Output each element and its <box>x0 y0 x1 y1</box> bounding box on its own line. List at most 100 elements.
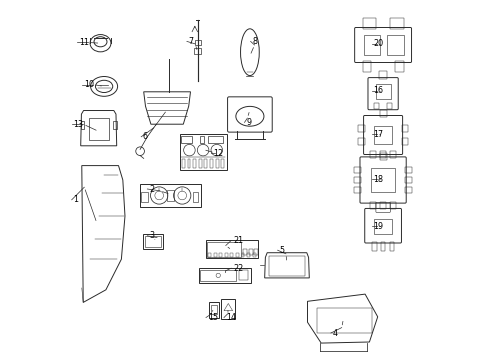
Bar <box>243 249 246 255</box>
Bar <box>181 136 192 143</box>
Bar <box>357 139 364 145</box>
Bar <box>200 270 236 281</box>
Bar <box>380 242 385 251</box>
Bar <box>389 150 395 158</box>
Bar <box>140 184 201 207</box>
Bar <box>268 256 305 276</box>
Text: 15: 15 <box>207 313 218 322</box>
Bar <box>379 150 386 158</box>
Bar <box>199 268 250 283</box>
Text: 18: 18 <box>373 175 383 184</box>
Bar <box>167 190 174 201</box>
Bar <box>210 305 217 314</box>
Bar <box>373 126 391 144</box>
Text: 4: 4 <box>332 328 337 338</box>
Bar <box>199 159 201 168</box>
Bar <box>207 242 241 257</box>
Bar <box>357 125 364 131</box>
Text: 8: 8 <box>252 37 257 46</box>
Bar <box>213 253 216 257</box>
Bar <box>389 18 403 28</box>
Bar <box>241 253 244 257</box>
Bar <box>182 159 184 168</box>
Bar <box>193 192 198 202</box>
Text: 12: 12 <box>212 149 223 158</box>
Text: 6: 6 <box>142 132 148 141</box>
Text: 5: 5 <box>279 246 284 255</box>
Bar <box>401 139 407 145</box>
Bar <box>316 308 371 333</box>
Text: 9: 9 <box>246 118 251 127</box>
Bar <box>369 202 376 210</box>
Text: 19: 19 <box>373 222 383 231</box>
Text: 3: 3 <box>149 231 154 240</box>
Bar <box>224 253 227 257</box>
Bar <box>210 159 213 168</box>
Bar <box>208 302 219 318</box>
Bar <box>208 136 223 143</box>
Text: 2: 2 <box>149 184 154 194</box>
Text: 14: 14 <box>225 313 235 322</box>
Bar <box>179 134 226 170</box>
Text: 22: 22 <box>232 264 243 273</box>
Bar <box>142 234 163 249</box>
Bar <box>379 153 386 160</box>
Bar <box>194 40 200 45</box>
Bar <box>370 168 394 192</box>
Bar <box>141 192 147 202</box>
Bar <box>88 118 108 140</box>
Bar <box>221 159 224 168</box>
Bar <box>187 159 190 168</box>
Bar <box>249 249 252 255</box>
Bar <box>194 48 201 54</box>
Text: 17: 17 <box>373 130 383 139</box>
Bar <box>208 253 211 257</box>
Text: 20: 20 <box>373 40 383 49</box>
Bar <box>371 242 376 251</box>
Bar <box>389 202 395 210</box>
Bar <box>205 240 257 258</box>
Text: 16: 16 <box>373 86 383 95</box>
Bar <box>373 103 379 109</box>
Bar <box>353 187 360 193</box>
Bar <box>221 299 235 319</box>
Bar <box>200 136 203 143</box>
Text: 21: 21 <box>232 236 243 245</box>
Bar <box>374 219 391 234</box>
Bar <box>404 187 412 193</box>
Text: 7: 7 <box>188 37 193 46</box>
Bar <box>219 253 222 257</box>
Bar <box>353 167 360 173</box>
Bar <box>362 18 375 28</box>
Text: 11: 11 <box>79 38 89 47</box>
Text: 10: 10 <box>84 80 94 89</box>
Bar <box>375 84 390 99</box>
Bar <box>404 167 412 173</box>
Bar <box>379 71 386 79</box>
Bar <box>386 103 392 109</box>
Bar <box>389 242 393 251</box>
Bar <box>379 110 386 117</box>
Bar <box>353 177 360 183</box>
Bar <box>230 253 233 257</box>
Bar <box>386 35 403 55</box>
Bar <box>363 35 380 55</box>
Bar <box>144 236 160 247</box>
Bar <box>404 177 412 183</box>
Bar <box>254 249 257 255</box>
Bar <box>215 159 218 168</box>
Bar <box>401 125 407 131</box>
Text: 13: 13 <box>73 120 83 129</box>
Bar <box>379 202 386 210</box>
Bar <box>395 62 403 72</box>
Bar <box>113 121 117 129</box>
Bar <box>247 253 249 257</box>
Bar <box>369 150 376 158</box>
Bar <box>239 270 247 280</box>
Text: 1: 1 <box>73 195 79 204</box>
Bar <box>81 121 84 129</box>
Bar <box>252 253 255 257</box>
Bar <box>204 159 207 168</box>
Bar <box>193 159 196 168</box>
Bar <box>236 253 239 257</box>
